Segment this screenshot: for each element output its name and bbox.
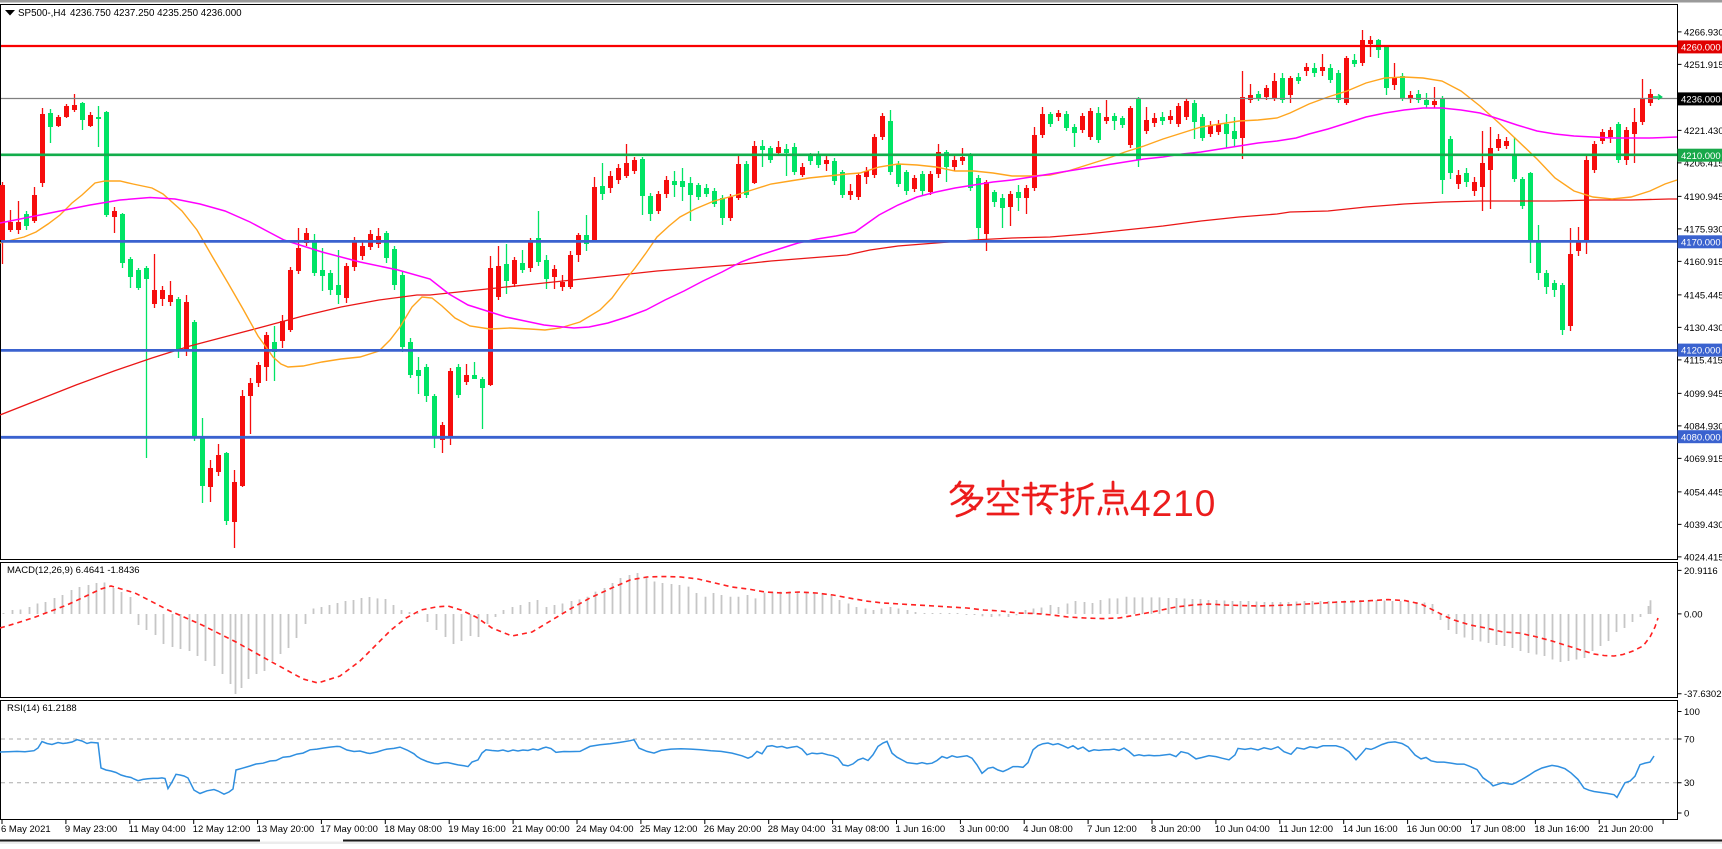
- svg-text:4039.430: 4039.430: [1684, 520, 1722, 531]
- svg-text:11 Jun 12:00: 11 Jun 12:00: [1279, 824, 1333, 835]
- svg-text:4160.915: 4160.915: [1684, 257, 1722, 268]
- svg-text:MACD(12,26,9) 6.4641 -1.8436: MACD(12,26,9) 6.4641 -1.8436: [7, 565, 140, 576]
- svg-text:6 May 2021: 6 May 2021: [1, 824, 51, 835]
- svg-text:21 Jun 20:00: 21 Jun 20:00: [1598, 824, 1653, 835]
- svg-text:-37.6302: -37.6302: [1684, 689, 1722, 700]
- svg-text:0.00: 0.00: [1684, 609, 1703, 620]
- svg-text:24 May 04:00: 24 May 04:00: [576, 824, 634, 835]
- svg-text:11 May 04:00: 11 May 04:00: [129, 824, 186, 835]
- svg-text:4170.000: 4170.000: [1681, 237, 1721, 248]
- svg-text:4251.915: 4251.915: [1684, 60, 1722, 71]
- svg-text:13 May 20:00: 13 May 20:00: [257, 824, 315, 835]
- svg-text:0: 0: [1684, 808, 1689, 819]
- svg-text:1 Jun 16:00: 1 Jun 16:00: [896, 824, 946, 835]
- svg-text:30: 30: [1684, 778, 1695, 789]
- svg-text:4221.430: 4221.430: [1684, 126, 1722, 137]
- svg-text:4236.000: 4236.000: [1681, 95, 1721, 106]
- svg-text:3 Jun 00:00: 3 Jun 00:00: [959, 824, 1009, 835]
- svg-text:26 May 20:00: 26 May 20:00: [704, 824, 762, 835]
- svg-text:RSI(14) 61.2188: RSI(14) 61.2188: [7, 703, 77, 714]
- svg-text:4266.930: 4266.930: [1684, 27, 1722, 38]
- svg-text:4190.945: 4190.945: [1684, 192, 1722, 203]
- svg-text:21 May 00:00: 21 May 00:00: [512, 824, 570, 835]
- svg-text:4145.445: 4145.445: [1684, 290, 1722, 301]
- svg-text:4069.915: 4069.915: [1684, 454, 1722, 465]
- svg-text:16 Jun 00:00: 16 Jun 00:00: [1407, 824, 1462, 835]
- svg-text:18 May 08:00: 18 May 08:00: [384, 824, 442, 835]
- svg-text:4099.945: 4099.945: [1684, 389, 1722, 400]
- svg-text:4 Jun 08:00: 4 Jun 08:00: [1023, 824, 1073, 835]
- svg-text:100: 100: [1684, 707, 1700, 718]
- svg-text:12 May 12:00: 12 May 12:00: [193, 824, 251, 835]
- svg-text:SP500-,H4: SP500-,H4: [18, 8, 66, 19]
- svg-text:14 Jun 16:00: 14 Jun 16:00: [1343, 824, 1398, 835]
- svg-text:7 Jun 12:00: 7 Jun 12:00: [1087, 824, 1137, 835]
- svg-text:4260.000: 4260.000: [1681, 43, 1721, 54]
- svg-text:19 May 16:00: 19 May 16:00: [448, 824, 506, 835]
- svg-text:4054.445: 4054.445: [1684, 487, 1722, 498]
- svg-text:8 Jun 20:00: 8 Jun 20:00: [1151, 824, 1201, 835]
- svg-text:4024.415: 4024.415: [1684, 552, 1722, 563]
- svg-text:31 May 08:00: 31 May 08:00: [832, 824, 890, 835]
- svg-text:4120.000: 4120.000: [1681, 346, 1721, 357]
- svg-text:18 Jun 16:00: 18 Jun 16:00: [1534, 824, 1589, 835]
- svg-text:4175.930: 4175.930: [1684, 224, 1722, 235]
- svg-text:4130.430: 4130.430: [1684, 323, 1722, 334]
- svg-text:28 May 04:00: 28 May 04:00: [768, 824, 826, 835]
- svg-text:4210: 4210: [1130, 483, 1216, 524]
- svg-text:70: 70: [1684, 734, 1695, 745]
- svg-text:4115.415: 4115.415: [1684, 355, 1722, 366]
- svg-text:17 Jun 08:00: 17 Jun 08:00: [1471, 824, 1526, 835]
- svg-text:4210.000: 4210.000: [1681, 151, 1721, 162]
- svg-text:20.9116: 20.9116: [1684, 566, 1718, 577]
- svg-text:4236.750 4237.250 4235.250 423: 4236.750 4237.250 4235.250 4236.000: [70, 8, 242, 19]
- svg-text:25 May 12:00: 25 May 12:00: [640, 824, 698, 835]
- svg-text:10 Jun 04:00: 10 Jun 04:00: [1215, 824, 1270, 835]
- svg-text:17 May 00:00: 17 May 00:00: [320, 824, 378, 835]
- svg-text:9 May 23:00: 9 May 23:00: [65, 824, 117, 835]
- svg-text:4080.000: 4080.000: [1681, 432, 1721, 443]
